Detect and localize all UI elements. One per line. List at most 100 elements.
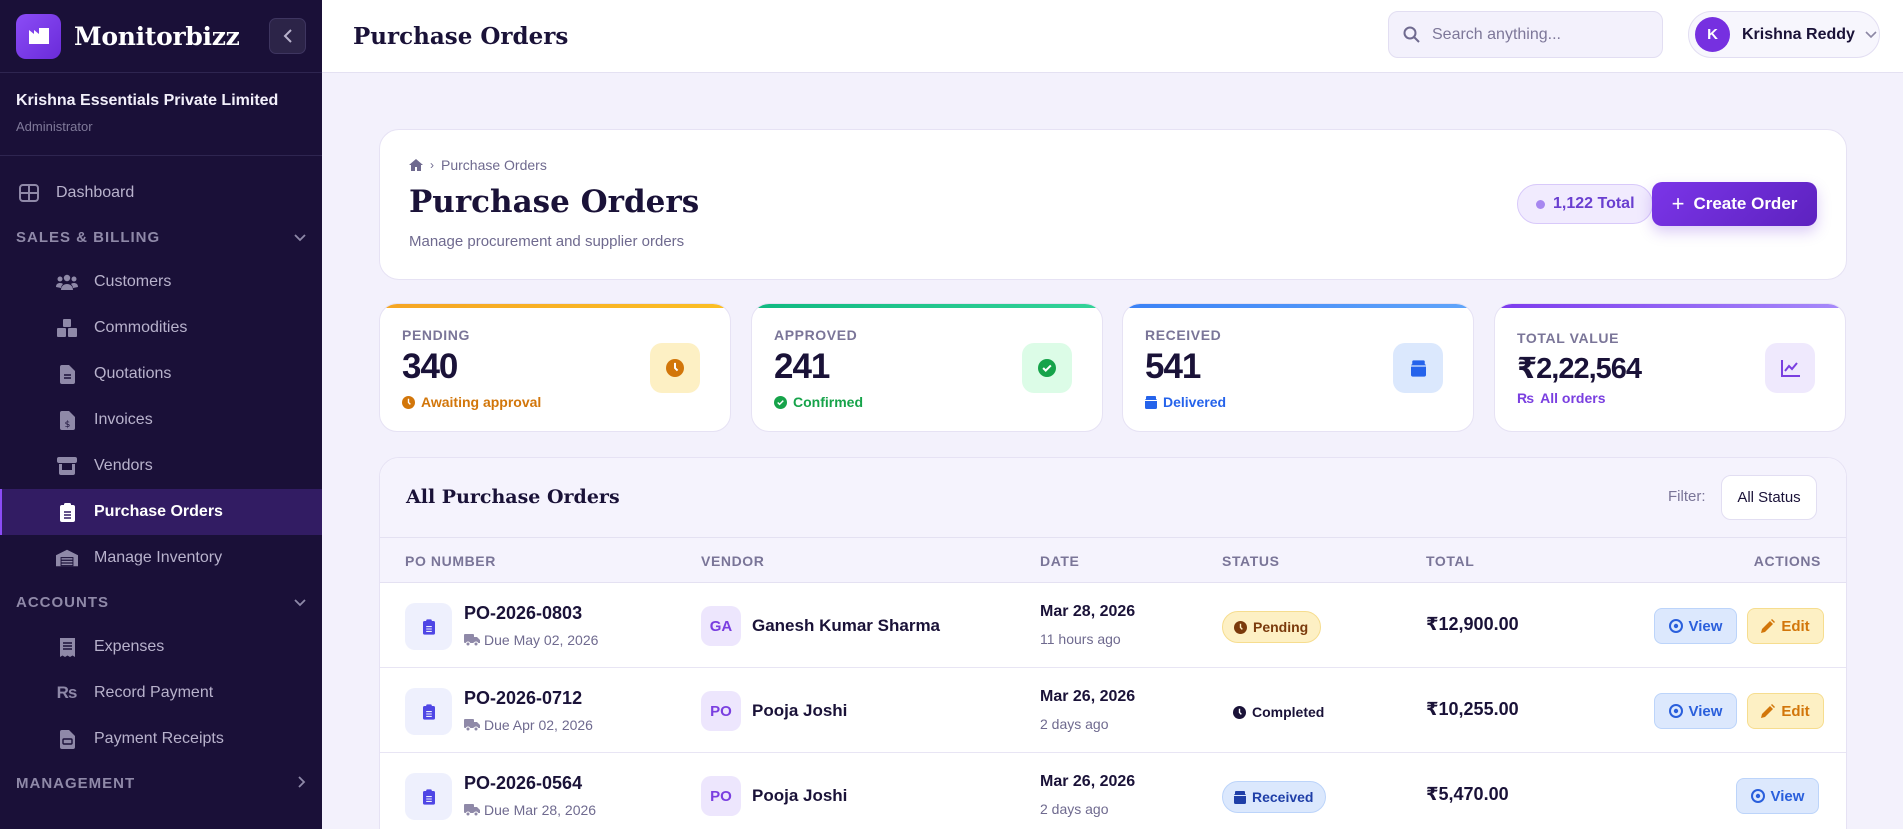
- user-menu[interactable]: K Krishna Reddy: [1688, 11, 1880, 58]
- status-badge: Pending: [1222, 611, 1322, 643]
- users-icon: [56, 271, 78, 293]
- sidebar-nav: Dashboard SALES & BILLING Customers Comm…: [0, 156, 322, 805]
- purchase-orders-table-card: All Purchase Orders Filter: All Status P…: [379, 457, 1847, 829]
- factory-logo-icon: [16, 13, 61, 59]
- column-header-date[interactable]: DATE: [1040, 553, 1080, 569]
- column-header-total[interactable]: TOTAL: [1426, 553, 1475, 569]
- clipboard-list-icon: [405, 603, 452, 650]
- section-label: MANAGEMENT: [16, 775, 136, 792]
- search-input[interactable]: [1432, 25, 1642, 44]
- topbar: Purchase Orders K Krishna Reddy: [322, 0, 1903, 73]
- total-count-label: 1,122 Total: [1553, 195, 1635, 212]
- section-label: ACCOUNTS: [16, 594, 109, 611]
- box-icon: [1145, 395, 1157, 409]
- warehouse-icon: [56, 547, 78, 569]
- company-role: Administrator: [16, 119, 93, 134]
- accent-bar: [1495, 304, 1845, 308]
- po-number[interactable]: PO-2026-0712: [464, 688, 583, 708]
- edit-button[interactable]: Edit: [1747, 608, 1824, 644]
- sidebar-item-label: Invoices: [94, 411, 153, 428]
- sidebar-item-invoices[interactable]: $ Invoices: [0, 397, 322, 443]
- stat-label: TOTAL VALUE: [1517, 330, 1620, 346]
- topbar-title: Purchase Orders: [353, 22, 569, 50]
- pencil-icon: [1761, 704, 1776, 718]
- column-header-po-number[interactable]: PO NUMBER: [405, 553, 496, 569]
- section-sales-billing[interactable]: SALES & BILLING: [0, 216, 322, 259]
- sidebar-item-record-payment[interactable]: ₨ Record Payment: [0, 670, 322, 716]
- accent-bar: [752, 304, 1102, 308]
- chevron-right-icon: [298, 775, 306, 792]
- status-filter-select[interactable]: All Status: [1721, 475, 1817, 520]
- accent-bar: [1123, 304, 1473, 308]
- total-count-badge: 1,122 Total: [1517, 184, 1653, 224]
- stat-note: ₨ All orders: [1517, 390, 1606, 406]
- sidebar-item-customers[interactable]: Customers: [0, 259, 322, 305]
- section-accounts[interactable]: ACCOUNTS: [0, 581, 322, 624]
- stat-value: 541: [1145, 347, 1201, 386]
- column-header-vendor[interactable]: VENDOR: [701, 553, 765, 569]
- sidebar-item-purchase-orders[interactable]: Purchase Orders: [0, 489, 322, 535]
- rupee-sign-icon: ₨: [1517, 390, 1535, 406]
- chevron-left-icon: [283, 29, 292, 43]
- truck-icon: [464, 719, 480, 731]
- stat-card-approved: APPROVED 241 Confirmed: [751, 303, 1103, 432]
- user-name: Krishna Reddy: [1742, 25, 1855, 43]
- stat-note: Delivered: [1145, 394, 1226, 410]
- section-management[interactable]: MANAGEMENT: [0, 762, 322, 805]
- vendor-avatar: PO: [701, 691, 741, 731]
- home-icon[interactable]: [409, 159, 423, 171]
- table-toolbar: All Purchase Orders Filter: All Status: [380, 458, 1846, 538]
- order-date: Mar 26, 2026: [1040, 773, 1136, 790]
- stat-card-total-value: TOTAL VALUE ₹2,22,564 ₨ All orders: [1494, 303, 1846, 432]
- order-total: ₹12,900.00: [1426, 614, 1519, 634]
- create-order-button[interactable]: + Create Order: [1652, 182, 1817, 226]
- table-row[interactable]: PO-2026-0803 Due May 02, 2026 GA Ganesh …: [380, 583, 1846, 668]
- view-button[interactable]: View: [1654, 693, 1737, 729]
- order-date: Mar 28, 2026: [1040, 603, 1136, 620]
- column-header-actions: ACTIONS: [1753, 553, 1821, 569]
- company-info: Krishna Essentials Private Limited Admin…: [0, 73, 322, 156]
- sidebar-item-dashboard[interactable]: Dashboard: [0, 170, 322, 216]
- column-header-status[interactable]: STATUS: [1222, 553, 1280, 569]
- order-total: ₹10,255.00: [1426, 699, 1519, 719]
- sidebar-item-manage-inventory[interactable]: Manage Inventory: [0, 535, 322, 581]
- view-button[interactable]: View: [1654, 608, 1737, 644]
- status-badge: Received: [1222, 781, 1327, 813]
- create-order-label: Create Order: [1693, 194, 1798, 213]
- po-number[interactable]: PO-2026-0803: [464, 603, 583, 623]
- vendor-name: Pooja Joshi: [752, 701, 848, 720]
- collapse-sidebar-button[interactable]: [269, 18, 306, 54]
- table-row[interactable]: PO-2026-0564 Due Mar 28, 2026 PO Pooja J…: [380, 753, 1846, 829]
- sidebar-item-label: Payment Receipts: [94, 730, 224, 747]
- file-text-icon: [56, 363, 78, 385]
- stat-label: PENDING: [402, 327, 470, 343]
- vendor-avatar: PO: [701, 776, 741, 816]
- search-box[interactable]: [1388, 11, 1663, 58]
- stat-label: RECEIVED: [1145, 327, 1222, 343]
- store-icon: [56, 455, 78, 477]
- sidebar-item-vendors[interactable]: Vendors: [0, 443, 322, 489]
- file-invoice-dollar-icon: $: [56, 409, 78, 431]
- box-icon: [1393, 343, 1443, 393]
- table-header: PO NUMBER VENDOR DATE STATUS TOTAL ACTIO…: [380, 538, 1846, 583]
- clock-icon: [1233, 705, 1246, 719]
- stat-note: Confirmed: [774, 394, 863, 410]
- sidebar-item-quotations[interactable]: Quotations: [0, 351, 322, 397]
- edit-button[interactable]: Edit: [1747, 693, 1824, 729]
- boxes-icon: [56, 317, 78, 339]
- table-row[interactable]: PO-2026-0712 Due Apr 02, 2026 PO Pooja J…: [380, 668, 1846, 753]
- sidebar-item-expenses[interactable]: Expenses: [0, 624, 322, 670]
- po-number[interactable]: PO-2026-0564: [464, 773, 583, 793]
- sidebar-item-label: Commodities: [94, 319, 188, 336]
- sidebar-item-commodities[interactable]: Commodities: [0, 305, 322, 351]
- rupee-sign-icon: ₨: [56, 683, 78, 702]
- svg-text:$: $: [64, 420, 70, 430]
- eye-icon: [1750, 789, 1765, 803]
- order-date: Mar 26, 2026: [1040, 688, 1136, 705]
- sidebar-item-payment-receipts[interactable]: Payment Receipts: [0, 716, 322, 762]
- page-header-card: › Purchase Orders Purchase Orders Manage…: [379, 129, 1847, 280]
- view-button[interactable]: View: [1736, 778, 1819, 814]
- chevron-down-icon: [294, 229, 306, 246]
- box-icon: [1234, 790, 1246, 804]
- eye-icon: [1668, 619, 1683, 633]
